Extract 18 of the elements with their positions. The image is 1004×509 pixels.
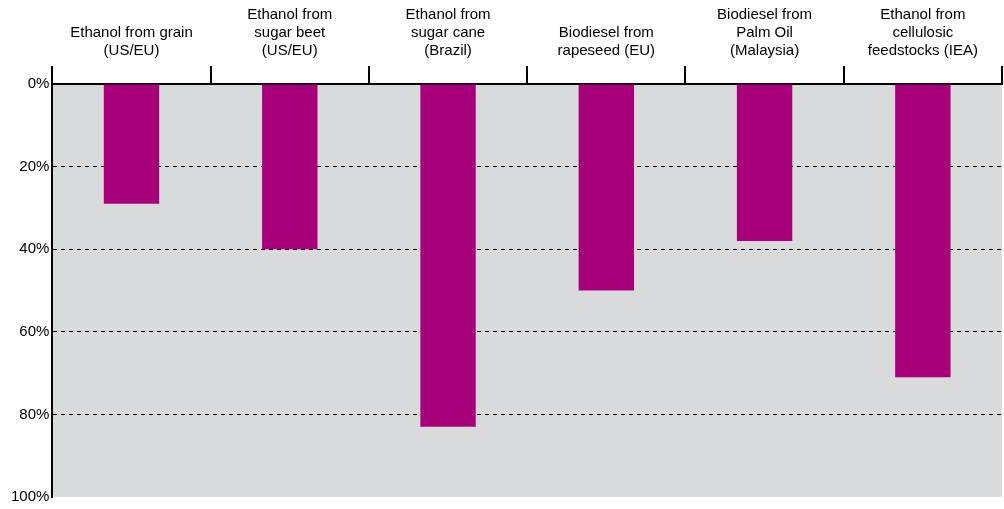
y-tick-label: 0% [27, 74, 50, 92]
y-tick-label: 100% [10, 487, 50, 505]
x-tick-label: Biodiesel from rapeseed (EU) [557, 23, 656, 59]
bar [736, 84, 793, 241]
y-tick-label: 80% [19, 404, 50, 422]
bar [262, 84, 318, 250]
x-tick-label: Biodiesel from Palm Oil (Malaysia) [717, 5, 813, 59]
y-tick-label: 40% [19, 239, 50, 257]
x-tick-label: Ethanol from grain (US/EU) [70, 23, 193, 59]
bar [895, 84, 951, 378]
bar [103, 84, 160, 204]
bar [578, 84, 635, 291]
x-tick-label: Ethanol from cellulosic feedstocks (IEA) [867, 5, 978, 59]
x-tick-label: Ethanol from sugar beet (US/EU) [247, 5, 333, 59]
y-tick-label: 20% [19, 156, 50, 174]
x-tick-label: Ethanol from sugar cane (Brazil) [405, 5, 491, 59]
bar [420, 84, 476, 427]
y-tick-label: 60% [19, 321, 50, 339]
